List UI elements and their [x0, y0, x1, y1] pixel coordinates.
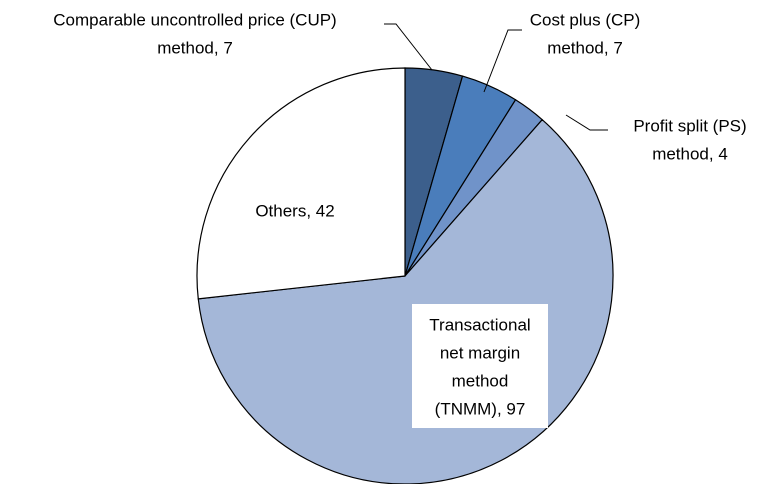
slices — [196, 67, 614, 484]
slice-label: Comparable uncontrolled price (CUP) — [53, 10, 336, 29]
slice-label: method, 4 — [652, 144, 728, 163]
leader-line — [483, 29, 522, 93]
slice-label: method, 7 — [547, 38, 623, 57]
slice-label: method — [452, 371, 509, 390]
slice-label: net margin — [440, 343, 520, 362]
slice-label: Transactional — [429, 315, 530, 334]
leader-line — [384, 23, 433, 71]
slice-label: Cost plus (CP) — [530, 10, 641, 29]
slice-label: Profit split (PS) — [633, 116, 746, 135]
slice-label: Others, 42 — [255, 201, 334, 220]
slice-label: method, 7 — [157, 38, 233, 57]
leader-line — [565, 114, 608, 131]
pie-slice — [196, 67, 406, 300]
label-background — [412, 304, 548, 428]
slice-label: (TNMM), 97 — [435, 399, 526, 418]
